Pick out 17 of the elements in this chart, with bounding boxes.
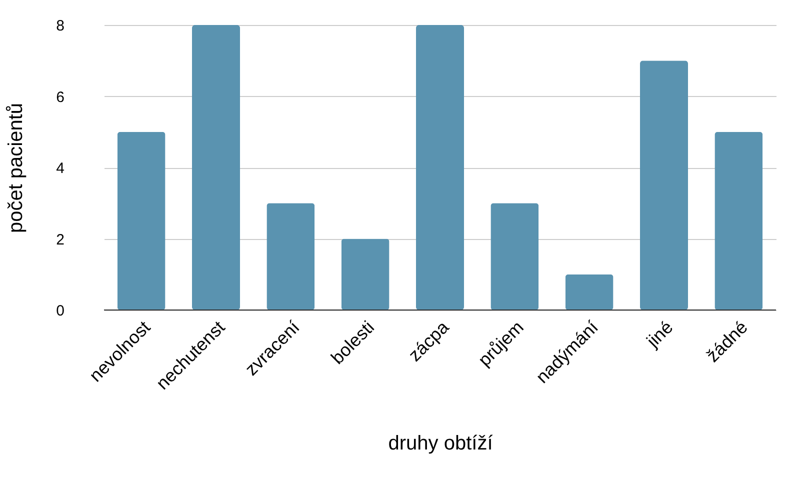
bar — [640, 60, 688, 310]
bar — [341, 238, 390, 310]
bar — [117, 132, 166, 310]
y-tick-label: 6 — [56, 88, 64, 106]
y-tick-label: 2 — [56, 231, 64, 248]
y-tick-label: 8 — [56, 18, 64, 34]
x-axis-title: druhy obtíží — [388, 432, 494, 454]
bar — [490, 203, 539, 310]
y-tick-label: 0 — [56, 302, 64, 320]
bar — [416, 25, 464, 310]
bar — [565, 274, 614, 310]
x-tick-label: jiné — [642, 317, 677, 352]
bar — [192, 25, 240, 310]
bar — [266, 203, 315, 310]
bar — [714, 132, 763, 310]
y-tick-label: 4 — [56, 160, 64, 177]
y-axis-title: počet pacientů — [5, 102, 28, 234]
